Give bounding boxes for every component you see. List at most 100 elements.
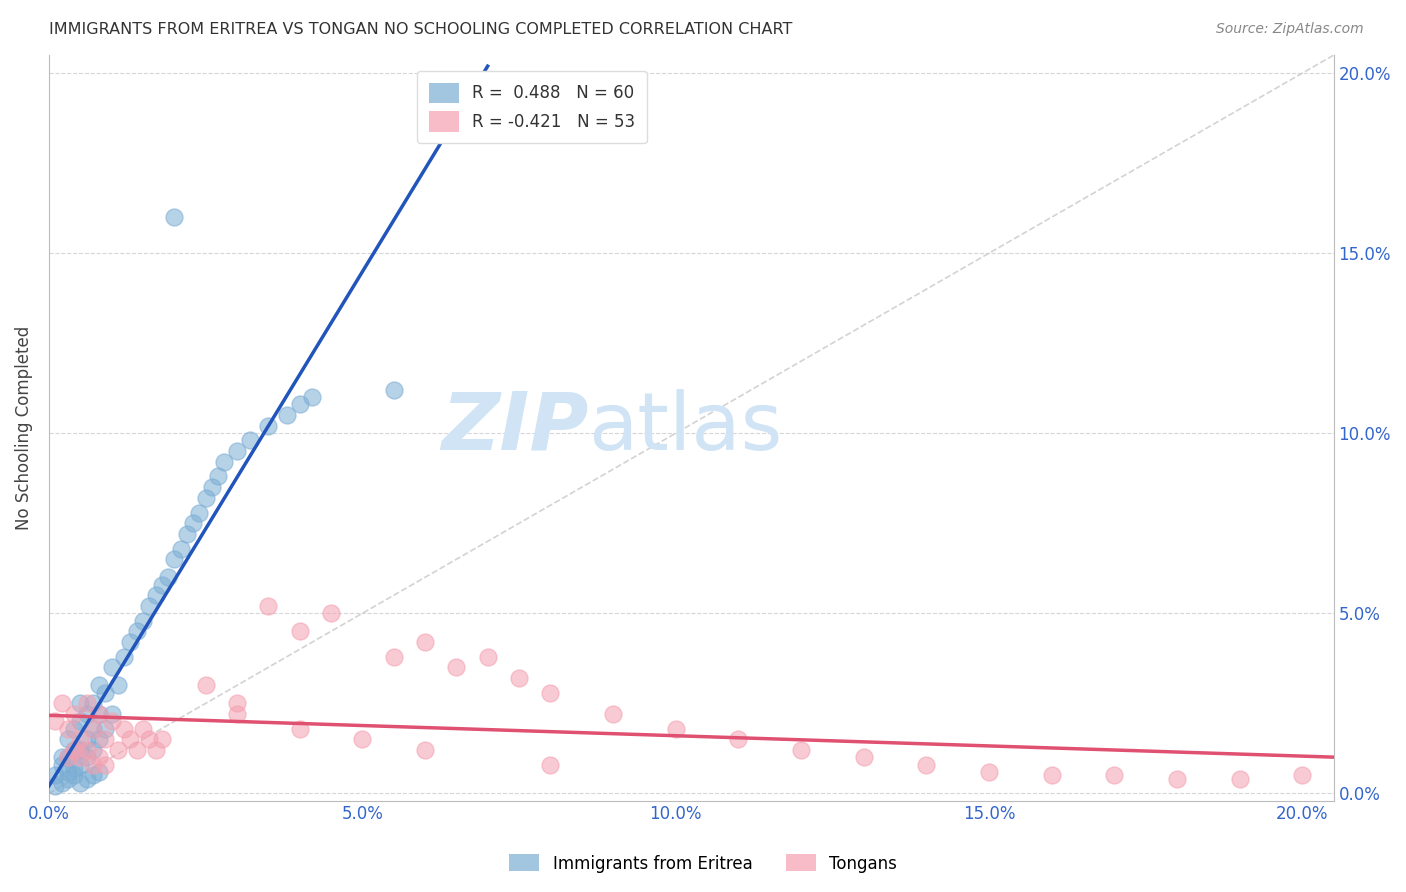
Point: [446, 660, 468, 674]
Point: [157, 570, 180, 584]
Point: [194, 678, 217, 692]
Point: [915, 757, 938, 772]
Point: [508, 671, 530, 685]
Point: [188, 506, 211, 520]
Point: [665, 722, 688, 736]
Point: [150, 577, 173, 591]
Point: [44, 768, 66, 782]
Point: [226, 697, 249, 711]
Point: [76, 707, 98, 722]
Point: [63, 761, 86, 775]
Point: [477, 649, 499, 664]
Point: [125, 743, 148, 757]
Y-axis label: No Schooling Completed: No Schooling Completed: [15, 326, 32, 530]
Text: atlas: atlas: [589, 389, 783, 467]
Point: [413, 743, 436, 757]
Point: [1229, 772, 1251, 786]
Point: [100, 707, 122, 722]
Point: [288, 624, 311, 639]
Point: [56, 732, 79, 747]
Point: [382, 383, 405, 397]
Point: [226, 444, 249, 458]
Point: [169, 541, 191, 556]
Point: [87, 678, 110, 692]
Point: [56, 722, 79, 736]
Point: [56, 750, 79, 764]
Point: [69, 757, 91, 772]
Point: [76, 750, 98, 764]
Point: [194, 491, 217, 505]
Point: [132, 614, 155, 628]
Point: [69, 697, 91, 711]
Point: [51, 775, 73, 789]
Point: [44, 714, 66, 729]
Point: [56, 772, 79, 786]
Point: [538, 757, 561, 772]
Point: [51, 757, 73, 772]
Point: [352, 732, 374, 747]
Point: [82, 768, 104, 782]
Point: [69, 775, 91, 789]
Point: [120, 635, 142, 649]
Point: [51, 750, 73, 764]
Point: [44, 779, 66, 793]
Point: [112, 649, 135, 664]
Point: [94, 722, 117, 736]
Point: [163, 552, 186, 566]
Point: [727, 732, 749, 747]
Point: [413, 635, 436, 649]
Point: [69, 743, 91, 757]
Point: [138, 599, 160, 614]
Point: [319, 607, 342, 621]
Point: [181, 516, 204, 531]
Point: [790, 743, 813, 757]
Point: [176, 527, 198, 541]
Point: [163, 210, 186, 224]
Point: [87, 750, 110, 764]
Point: [94, 757, 117, 772]
Point: [69, 750, 91, 764]
Point: [107, 678, 129, 692]
Point: [69, 732, 91, 747]
Point: [63, 743, 86, 757]
Text: IMMIGRANTS FROM ERITREA VS TONGAN NO SCHOOLING COMPLETED CORRELATION CHART: IMMIGRANTS FROM ERITREA VS TONGAN NO SCH…: [49, 22, 793, 37]
Legend: Immigrants from Eritrea, Tongans: Immigrants from Eritrea, Tongans: [502, 847, 904, 880]
Point: [132, 722, 155, 736]
Text: ZIP: ZIP: [441, 389, 589, 467]
Point: [82, 722, 104, 736]
Point: [977, 764, 1000, 779]
Point: [76, 732, 98, 747]
Point: [63, 743, 86, 757]
Point: [207, 469, 229, 483]
Point: [100, 714, 122, 729]
Point: [82, 697, 104, 711]
Legend: R =  0.488   N = 60, R = -0.421   N = 53: R = 0.488 N = 60, R = -0.421 N = 53: [418, 71, 647, 144]
Point: [538, 685, 561, 699]
Point: [82, 722, 104, 736]
Point: [138, 732, 160, 747]
Point: [257, 599, 280, 614]
Point: [382, 649, 405, 664]
Point: [76, 697, 98, 711]
Point: [51, 697, 73, 711]
Point: [76, 772, 98, 786]
Point: [94, 732, 117, 747]
Point: [63, 768, 86, 782]
Point: [145, 743, 167, 757]
Point: [87, 707, 110, 722]
Point: [1104, 768, 1126, 782]
Point: [1040, 768, 1063, 782]
Point: [1291, 768, 1313, 782]
Point: [82, 757, 104, 772]
Point: [238, 434, 260, 448]
Point: [107, 743, 129, 757]
Point: [276, 409, 298, 423]
Point: [87, 732, 110, 747]
Point: [288, 722, 311, 736]
Text: Source: ZipAtlas.com: Source: ZipAtlas.com: [1216, 22, 1364, 37]
Point: [87, 707, 110, 722]
Point: [56, 750, 79, 764]
Point: [602, 707, 624, 722]
Point: [82, 743, 104, 757]
Point: [63, 707, 86, 722]
